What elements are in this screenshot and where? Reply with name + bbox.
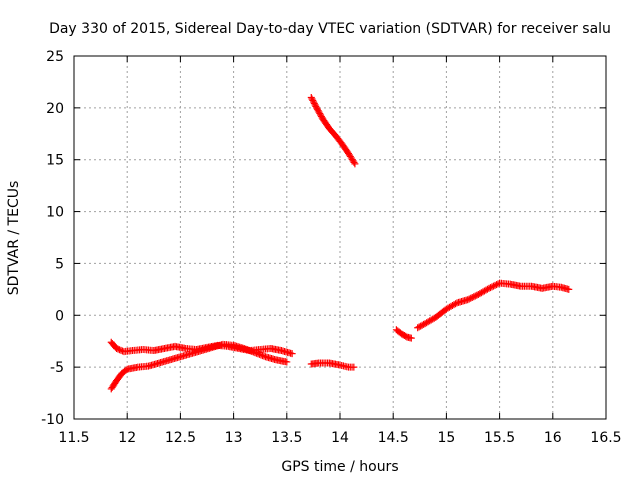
- data-point: [493, 281, 501, 289]
- data-point: [114, 345, 122, 353]
- data-point: [565, 285, 573, 293]
- x-tick-label: 15.5: [484, 430, 515, 446]
- series-arc-e: [392, 326, 415, 342]
- data-point: [308, 95, 316, 103]
- data-point: [407, 334, 415, 342]
- data-point: [452, 300, 460, 308]
- y-tick-label: 10: [46, 205, 64, 221]
- x-tick-label: 13.5: [271, 430, 302, 446]
- data-point: [467, 294, 475, 302]
- data-point: [350, 158, 358, 166]
- data-point: [417, 322, 425, 330]
- data-point: [488, 283, 496, 291]
- data-point: [310, 99, 318, 107]
- series-arc-c: [307, 359, 358, 371]
- tick-labels: 11.5 12 12.5 13 13.5 14 14.5 15 15.5 16 16.5 -10 -5 0…: [41, 49, 621, 446]
- axes: [73, 55, 607, 420]
- data-point: [471, 292, 479, 300]
- data-point: [113, 344, 121, 352]
- x-tick-label: 14: [331, 430, 349, 446]
- x-tick-label: 12.5: [165, 430, 196, 446]
- plot-border: [73, 55, 607, 420]
- y-tick-label: 5: [55, 256, 64, 272]
- data-point: [311, 101, 319, 109]
- data-point: [468, 294, 476, 302]
- y-tick-label: 20: [46, 101, 64, 117]
- data-point: [117, 346, 125, 354]
- data-point: [490, 282, 498, 290]
- data-point: [464, 296, 472, 304]
- data-point: [420, 320, 428, 328]
- data-point: [288, 350, 296, 358]
- y-tick-label: -10: [41, 412, 64, 428]
- data-point: [307, 93, 315, 101]
- data-point: [415, 323, 423, 331]
- data-point: [465, 295, 473, 303]
- data-point: [351, 160, 359, 168]
- data-point: [350, 363, 358, 371]
- y-tick-label: 25: [46, 49, 64, 65]
- data-point: [310, 98, 318, 106]
- data-marks: [107, 93, 573, 393]
- x-tick-label: 14.5: [378, 430, 409, 446]
- data-point: [473, 291, 481, 299]
- x-tick-label: 11.5: [58, 430, 89, 446]
- data-point: [418, 321, 426, 329]
- x-tick-label: 15: [437, 430, 455, 446]
- x-tick-label: 16: [544, 430, 562, 446]
- y-tick-label: -5: [50, 360, 64, 376]
- y-tick-label: 0: [55, 308, 64, 324]
- x-tick-label: 16.5: [590, 430, 621, 446]
- chart-title: Day 330 of 2015, Sidereal Day-to-day VTE…: [49, 21, 611, 37]
- data-point: [491, 281, 499, 289]
- data-point: [483, 285, 491, 293]
- x-tick-label: 12: [118, 430, 136, 446]
- x-axis-label: GPS time / hours: [281, 459, 398, 475]
- data-point: [470, 293, 478, 301]
- series-arc-d: [307, 93, 359, 168]
- data-point: [116, 346, 124, 354]
- data-point: [309, 96, 317, 104]
- x-tick-label: 13: [225, 430, 243, 446]
- data-point: [414, 324, 422, 332]
- data-point: [283, 358, 291, 366]
- data-point: [486, 284, 494, 292]
- series-arc-b: [107, 340, 291, 393]
- y-tick-label: 15: [46, 153, 64, 169]
- series-arc-f: [414, 279, 573, 332]
- data-point: [485, 284, 493, 292]
- y-axis-label: SDTVAR / TECUs: [6, 181, 22, 296]
